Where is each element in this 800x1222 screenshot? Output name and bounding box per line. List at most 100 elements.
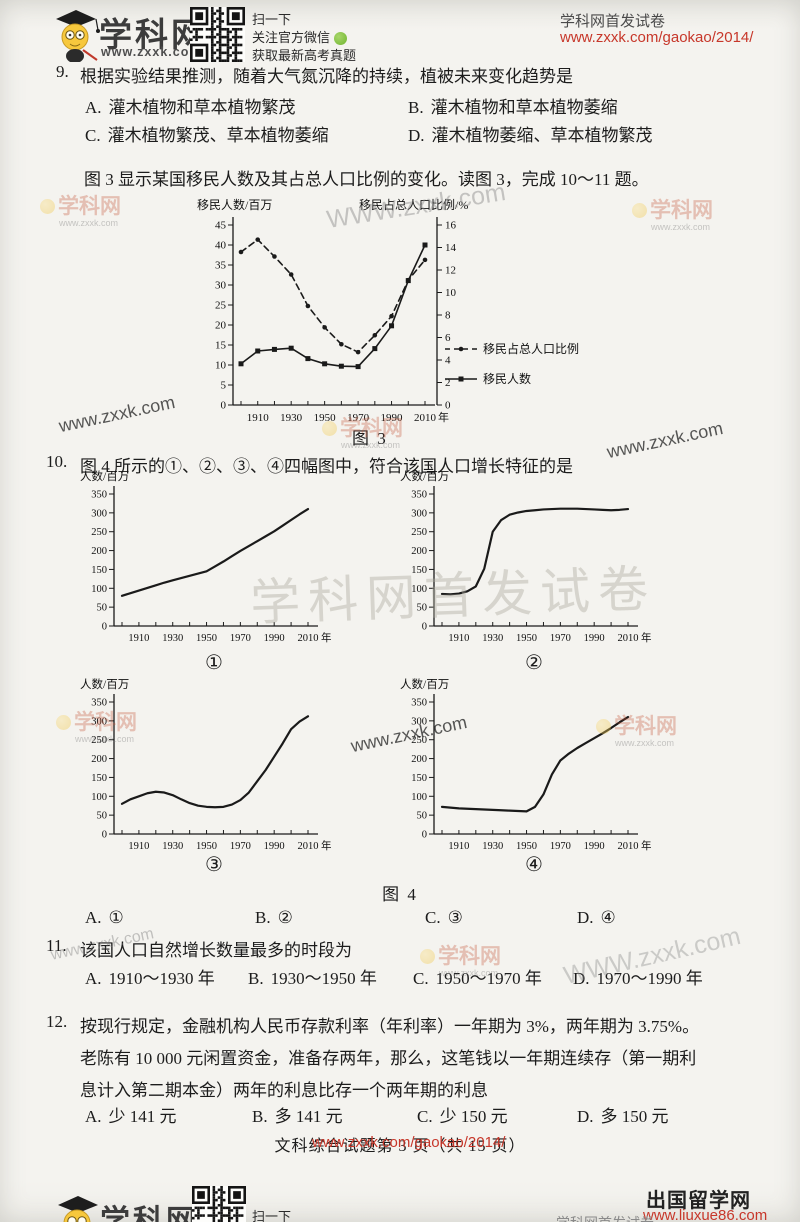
svg-text:300: 300 xyxy=(411,508,427,519)
svg-text:200: 200 xyxy=(91,546,107,557)
svg-text:年: 年 xyxy=(321,631,332,644)
svg-text:1930: 1930 xyxy=(280,412,303,424)
q12-option-a: A. 少 141 元 xyxy=(85,1107,177,1126)
figure4-caption: 图 4 xyxy=(382,885,418,904)
svg-text:100: 100 xyxy=(91,584,107,595)
q10-option-d: D. ④ xyxy=(577,908,616,927)
q10-stem: 图 4 所示的①、②、③、④四幅图中，符合该国人口增长特征的是 xyxy=(80,457,573,476)
svg-text:移民人数/百万: 移民人数/百万 xyxy=(197,197,272,212)
watermark-text: www.zxxk.com xyxy=(57,391,177,437)
svg-text:人数/百万: 人数/百万 xyxy=(400,469,449,483)
svg-text:50: 50 xyxy=(417,603,428,614)
svg-text:16: 16 xyxy=(445,220,457,232)
svg-text:100: 100 xyxy=(411,584,427,595)
q9-option-b: B. 灌木植物和草本植物萎缩 xyxy=(408,98,618,117)
svg-text:2: 2 xyxy=(445,377,451,389)
svg-text:4: 4 xyxy=(445,355,451,367)
watermark-logo: 学科网 www.zxxk.com xyxy=(40,196,121,228)
footer-overlay-url: www.zxxk.com/gaokao/2014/ xyxy=(312,1134,506,1151)
svg-text:1950: 1950 xyxy=(516,841,537,852)
svg-text:1990: 1990 xyxy=(584,633,605,644)
figure4-chart-1: 0 50 100 150 200 250 300 350 1910 1930 1950 1970 199… xyxy=(80,469,332,644)
svg-text:1910: 1910 xyxy=(247,412,270,424)
zxxk-mascot-logo xyxy=(56,10,100,62)
liuxue-title: 出国留学网 xyxy=(646,1190,751,1212)
svg-text:30: 30 xyxy=(215,280,227,292)
svg-text:50: 50 xyxy=(97,811,108,822)
zxxk-mascot-logo-bottom xyxy=(58,1196,98,1222)
figure3-caption: 图 3 xyxy=(352,429,388,448)
svg-text:100: 100 xyxy=(411,792,427,803)
svg-text:10: 10 xyxy=(445,287,457,299)
svg-text:50: 50 xyxy=(97,603,108,614)
q9-option-c: C. 灌木植物繁茂、草本植物萎缩 xyxy=(85,126,329,145)
svg-text:0: 0 xyxy=(221,400,227,412)
svg-text:200: 200 xyxy=(91,754,107,765)
svg-text:1950: 1950 xyxy=(516,633,537,644)
bottom-gray-title: 学科网首发试卷 xyxy=(556,1213,654,1222)
svg-text:1930: 1930 xyxy=(162,841,183,852)
svg-text:0: 0 xyxy=(422,830,427,841)
q10-option-c: C. ③ xyxy=(425,908,463,927)
q9-option-d: D. 灌木植物萎缩、草本植物繁茂 xyxy=(408,126,653,145)
svg-text:350: 350 xyxy=(411,490,427,501)
svg-text:12: 12 xyxy=(445,265,456,277)
wechat-emoji-icon xyxy=(334,32,348,46)
figure4-chart-2: 0 50 100 150 200 250 300 350 1910 1930 1950 1970 199… xyxy=(400,469,652,644)
svg-text:200: 200 xyxy=(411,754,427,765)
svg-text:10: 10 xyxy=(215,360,227,372)
q11-option-b: B. 1930～1950 年 xyxy=(248,969,377,988)
svg-text:2010: 2010 xyxy=(414,412,437,424)
qr-caption-1: 扫一下 xyxy=(252,12,292,27)
svg-text:1970: 1970 xyxy=(550,841,571,852)
svg-text:200: 200 xyxy=(411,546,427,557)
svg-text:年: 年 xyxy=(438,410,449,424)
svg-text:2010: 2010 xyxy=(618,841,639,852)
svg-text:0: 0 xyxy=(422,622,427,633)
svg-text:1930: 1930 xyxy=(162,633,183,644)
svg-text:1990: 1990 xyxy=(264,841,285,852)
svg-text:15: 15 xyxy=(215,340,227,352)
svg-text:20: 20 xyxy=(215,320,227,332)
svg-text:年: 年 xyxy=(641,839,652,852)
svg-text:8: 8 xyxy=(445,310,451,322)
svg-text:150: 150 xyxy=(91,773,107,784)
qr-caption-2: 关注官方微信 xyxy=(252,27,348,46)
q12-number: 12. xyxy=(46,1012,68,1031)
qr-code-bottom xyxy=(192,1186,246,1222)
svg-text:40: 40 xyxy=(215,240,227,252)
svg-text:人数/百万: 人数/百万 xyxy=(400,677,449,691)
figure3-intro: 图 3 显示某国移民人数及其占总人口比例的变化。读图 3，完成 10～11 题。 xyxy=(84,170,649,189)
watermark-logo: 学科网 www.zxxk.com xyxy=(632,200,713,232)
svg-text:350: 350 xyxy=(91,490,107,501)
figure4-caption-3: ③ xyxy=(205,854,223,876)
svg-text:1990: 1990 xyxy=(381,412,404,424)
svg-text:1990: 1990 xyxy=(584,841,605,852)
svg-text:人数/百万: 人数/百万 xyxy=(80,469,129,483)
q10-number: 10. xyxy=(46,452,68,471)
svg-text:150: 150 xyxy=(91,565,107,576)
svg-text:50: 50 xyxy=(417,811,428,822)
logo-text: 学科网 xyxy=(99,16,207,53)
svg-text:1930: 1930 xyxy=(482,633,503,644)
svg-text:2010: 2010 xyxy=(618,633,639,644)
watermark-mascot-icon xyxy=(420,949,435,964)
svg-text:1950: 1950 xyxy=(196,633,217,644)
q9-stem: 根据实验结果推测，随着大气氮沉降的持续，植被未来变化趋势是 xyxy=(80,67,573,86)
footer-page-info: 文科综合试题第 3 页（共 15 页） xyxy=(274,1138,526,1155)
svg-text:移民人数: 移民人数 xyxy=(483,371,531,386)
svg-text:年: 年 xyxy=(641,631,652,644)
svg-text:年: 年 xyxy=(321,839,332,852)
svg-text:100: 100 xyxy=(91,792,107,803)
q12-line-3: 息计入第二期本金）两年的利息比存一个两年期的利息 xyxy=(80,1081,488,1100)
svg-text:2010: 2010 xyxy=(298,841,319,852)
svg-text:1910: 1910 xyxy=(448,841,469,852)
qr-code xyxy=(190,7,245,62)
svg-text:6: 6 xyxy=(445,332,451,344)
svg-text:350: 350 xyxy=(411,698,427,709)
svg-text:1970: 1970 xyxy=(230,633,251,644)
q12-option-c: C. 少 150 元 xyxy=(417,1107,508,1126)
q11-stem: 该国人口自然增长数量最多的时段为 xyxy=(80,941,352,960)
watermark-mascot-icon xyxy=(56,715,71,730)
